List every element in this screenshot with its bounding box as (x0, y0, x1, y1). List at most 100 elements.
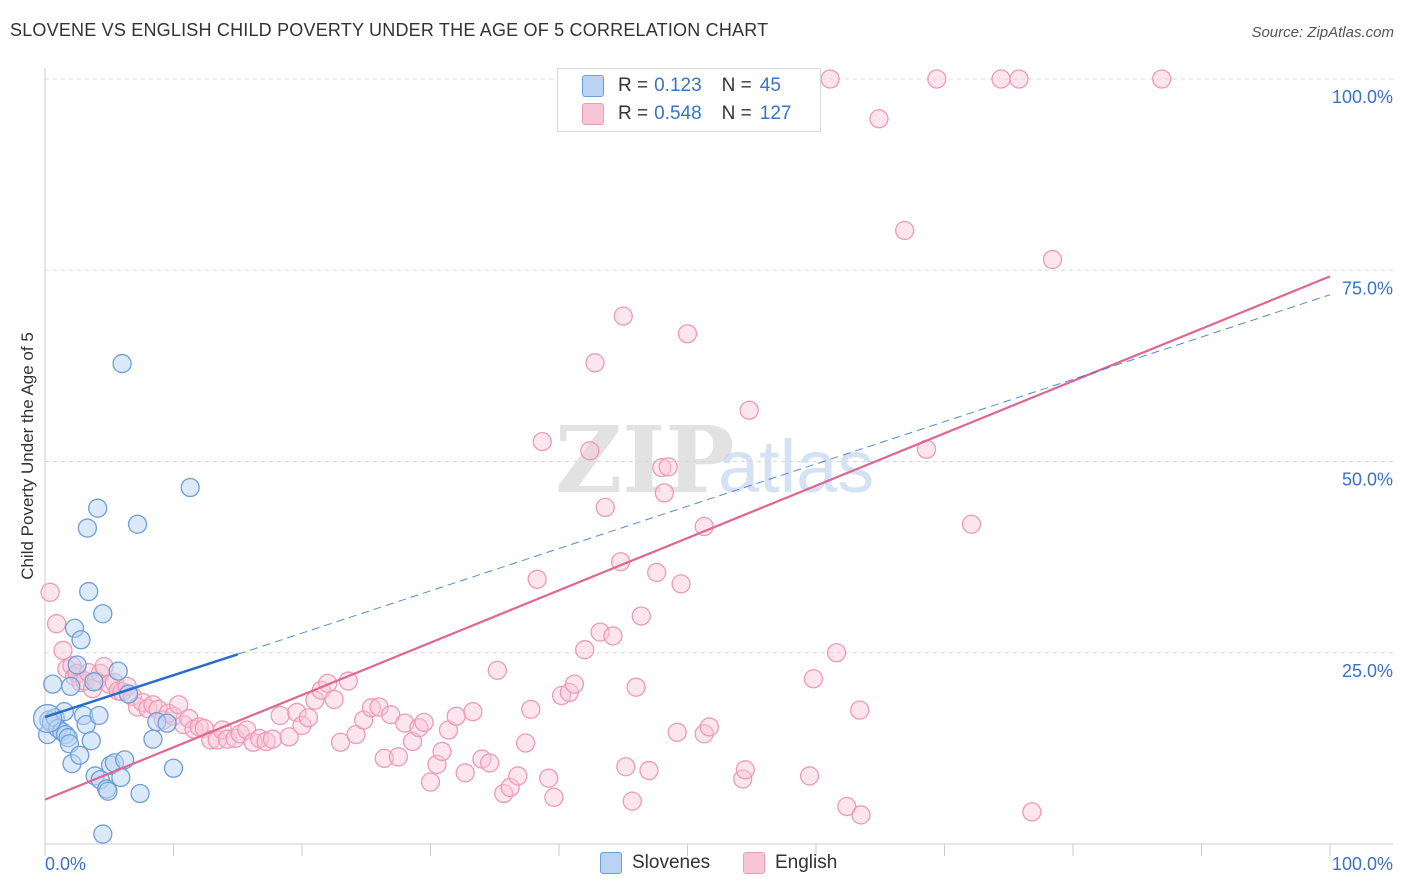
english-point (603, 626, 623, 646)
slovenes-point (157, 713, 177, 733)
english-point (324, 689, 344, 710)
english-point (595, 497, 615, 518)
x-tick-label-right: 100.0% (1332, 854, 1393, 874)
english-legend-label: English (775, 852, 838, 873)
slovenes-trend-line (44, 653, 239, 719)
slovenes-point (70, 745, 90, 765)
n-label: N = (721, 103, 752, 124)
english-point (616, 757, 636, 777)
slovenes-point (61, 676, 81, 697)
watermark-zip: ZIP (555, 406, 734, 514)
english-point (521, 699, 541, 720)
english-point (837, 796, 857, 817)
english-point (575, 640, 595, 660)
y-tick-label: 50.0% (1342, 470, 1393, 490)
y-tick-label: 75.0% (1342, 278, 1393, 298)
x-tick-label-left: 0.0% (45, 854, 86, 874)
slovenes-point (81, 731, 101, 751)
english-n-value: 127 (759, 103, 792, 124)
slovenes-point (112, 353, 132, 374)
english-point (374, 748, 394, 768)
slovenes-point (163, 758, 184, 778)
legend-row-english: R = 0.548 N = 127 (582, 100, 791, 128)
slovenes-point (32, 703, 63, 734)
english-trend-line (44, 275, 1331, 801)
english-point (463, 702, 483, 722)
slovenes-point (43, 674, 63, 694)
english-point (622, 791, 642, 811)
slovenes-swatch (582, 75, 604, 97)
english-point (895, 220, 915, 241)
slovenes-point (67, 655, 87, 675)
slovenes-point (88, 498, 108, 518)
english-point (799, 766, 820, 786)
english-point (432, 741, 452, 762)
english-legend-swatch (743, 852, 765, 874)
r-label: R = (618, 103, 649, 124)
slovenes-point (127, 514, 148, 534)
watermark-atlas: atlas (718, 425, 874, 508)
english-point (388, 747, 409, 767)
y-tick-label: 25.0% (1342, 661, 1393, 681)
english-point (420, 772, 441, 792)
english-point (262, 729, 283, 749)
slovenes-r-value: 0.123 (654, 75, 702, 96)
slovenes-trend-extension (237, 294, 1331, 655)
english-point (820, 69, 840, 89)
slovenes-legend-swatch (600, 852, 622, 874)
english-point (851, 805, 871, 825)
source-credit: Source: ZipAtlas.com (1251, 24, 1394, 41)
slovenes-n-value: 45 (759, 75, 781, 96)
slovenes-point (143, 729, 163, 749)
english-point (991, 69, 1011, 89)
english-point (414, 712, 434, 733)
english-point (654, 483, 675, 503)
series-legend: Slovenes English (0, 850, 1406, 880)
english-point (647, 562, 667, 583)
english-point (292, 715, 312, 736)
english-point (1042, 249, 1063, 270)
english-point (487, 660, 507, 680)
english-point (739, 400, 759, 420)
english-point (1009, 69, 1029, 89)
english-point (298, 708, 319, 728)
english-point (677, 324, 698, 344)
legend-item-slovenes[interactable]: Slovenes (600, 852, 710, 874)
english-point (626, 677, 646, 697)
english-r-value: 0.548 (654, 103, 702, 124)
english-point (869, 109, 889, 129)
english-point (803, 669, 824, 689)
english-point (850, 700, 870, 720)
english-point (168, 695, 189, 715)
english-point (279, 727, 299, 747)
legend-row-slovenes: R = 0.123 N = 45 (582, 72, 781, 100)
english-point (53, 640, 73, 661)
english-point (1022, 802, 1042, 822)
english-point (40, 582, 60, 602)
english-point (826, 643, 847, 663)
english-point (409, 718, 429, 738)
english-point (652, 457, 672, 478)
english-point (515, 733, 536, 753)
slovenes-point (93, 604, 113, 624)
english-point (585, 353, 605, 373)
english-point (527, 569, 547, 589)
english-point (361, 698, 382, 718)
stats-legend: R = 0.123 N = 45 R = 0.548 N = 127 (557, 68, 821, 132)
slovenes-point (93, 824, 113, 844)
slovenes-point (71, 630, 91, 650)
legend-item-english[interactable]: English (743, 852, 837, 874)
english-point (927, 69, 947, 89)
english-point (46, 614, 67, 634)
slovenes-point (89, 705, 109, 726)
slovenes-point (180, 477, 200, 498)
slovenes-legend-label: Slovenes (632, 852, 711, 873)
english-point (580, 441, 600, 461)
english-point (544, 787, 564, 807)
y-tick-label: 100.0% (1332, 87, 1393, 107)
english-point (631, 606, 651, 626)
slovenes-point (130, 783, 150, 804)
english-point (1152, 69, 1172, 89)
english-point (613, 306, 633, 326)
